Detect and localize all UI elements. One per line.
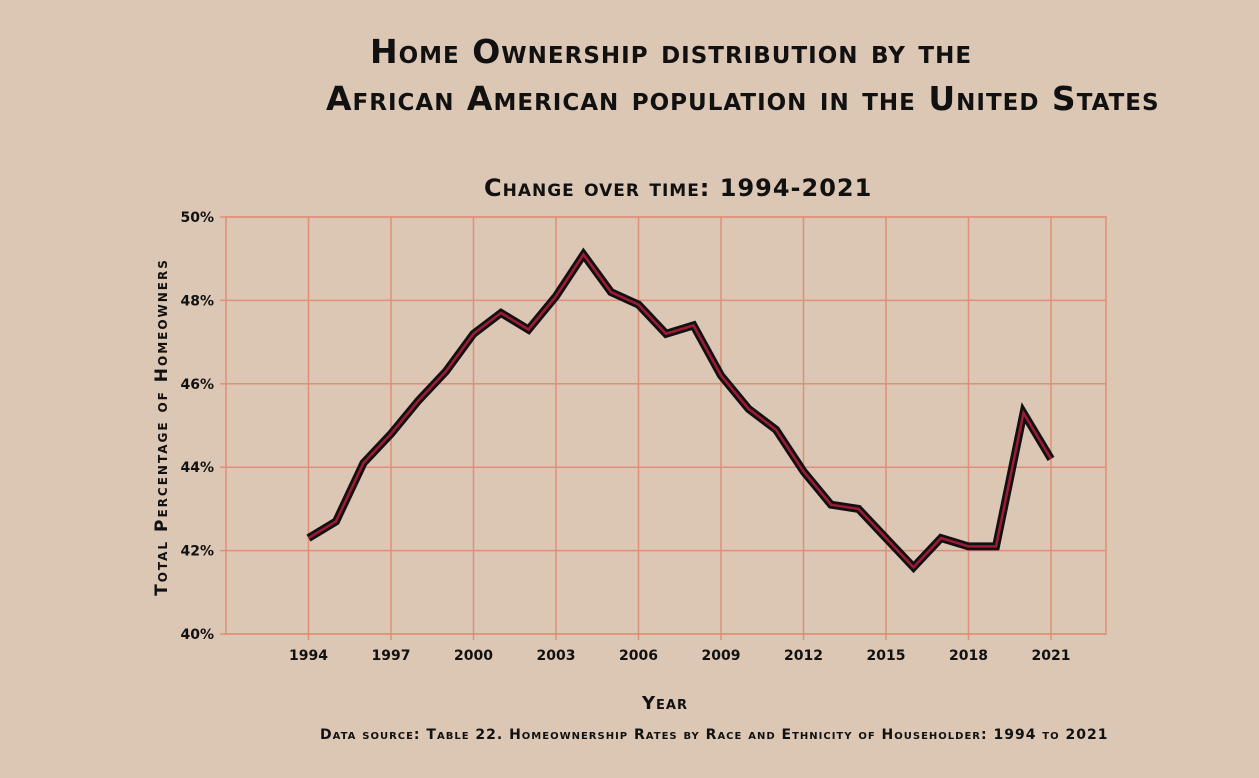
series-line [306, 247, 1055, 574]
y-axis-label: Total Percentage of Homeowners [152, 258, 172, 596]
x-tick-label: 2021 [1032, 648, 1071, 664]
x-tick-label: 2012 [784, 648, 823, 664]
y-tick-label: 46% [180, 377, 214, 393]
plot-frame [225, 216, 1107, 635]
y-tick-label: 50% [180, 210, 214, 226]
series-line-outline [306, 247, 1055, 574]
y-tick-label: 48% [180, 293, 214, 309]
x-tick-label: 2000 [454, 648, 493, 664]
x-tick-label: 2003 [537, 648, 576, 664]
tick-labels: 40% 42% 44% 46% 48% 50% 1994 1997 2000 2003 2006 20… [180, 210, 1070, 664]
x-tick-label: 2009 [702, 648, 741, 664]
chart-title: Home Ownership distribution by the Afric… [0, 28, 1259, 122]
source-note: Data source: Table 22. Homeownership Rat… [320, 727, 1109, 743]
x-tick-label: 1994 [289, 648, 328, 664]
y-tick-label: 42% [180, 544, 214, 560]
chart-title-line2: African American population in the Unite… [326, 79, 1160, 118]
grid-lines [220, 216, 1107, 640]
x-tick-label: 1997 [372, 648, 411, 664]
y-tick-label: 44% [180, 460, 214, 476]
chart-title-line1: Home Ownership distribution by the [370, 32, 973, 71]
x-axis-label: Year [642, 693, 688, 714]
x-tick-label: 2018 [949, 648, 988, 664]
y-tick-label: 40% [180, 627, 214, 643]
x-tick-label: 2006 [619, 648, 658, 664]
chart-subtitle: Change over time: 1994-2021 [484, 174, 873, 202]
series-line-inner [307, 252, 1053, 570]
x-tick-label: 2015 [867, 648, 906, 664]
